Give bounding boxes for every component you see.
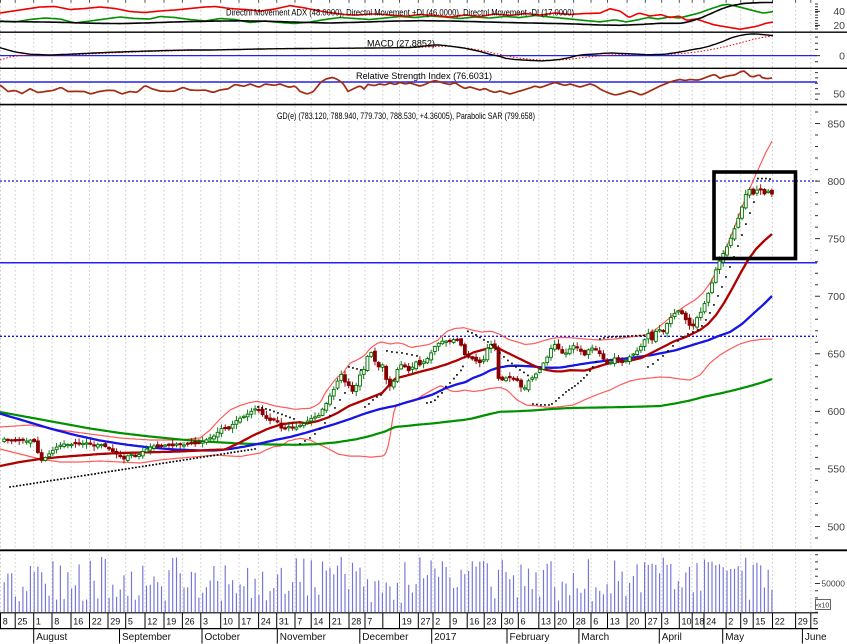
svg-text:26: 26 (185, 616, 195, 626)
svg-text:6: 6 (521, 616, 526, 626)
svg-text:5: 5 (813, 616, 818, 626)
svg-text:24: 24 (261, 616, 271, 626)
svg-text:22: 22 (775, 616, 785, 626)
svg-text:850: 850 (827, 118, 845, 130)
svg-text:29: 29 (110, 616, 120, 626)
svg-text:5: 5 (128, 616, 133, 626)
svg-text:February: February (510, 632, 550, 643)
svg-text:15: 15 (755, 616, 765, 626)
svg-text:1: 1 (36, 616, 41, 626)
svg-text:7: 7 (297, 616, 302, 626)
svg-text:25: 25 (17, 616, 27, 626)
svg-text:August: August (36, 632, 67, 643)
svg-text:18: 18 (694, 616, 704, 626)
svg-text:28: 28 (576, 616, 586, 626)
svg-text:May: May (725, 632, 744, 643)
svg-text:9: 9 (452, 616, 457, 626)
svg-text:20: 20 (629, 616, 639, 626)
svg-text:MACD (27.8852): MACD (27.8852) (367, 38, 435, 48)
svg-text:29: 29 (798, 616, 808, 626)
svg-text:10: 10 (682, 616, 692, 626)
svg-text:700: 700 (827, 291, 845, 303)
svg-text:20: 20 (557, 616, 567, 626)
svg-text:10: 10 (223, 616, 233, 626)
svg-text:June: June (805, 632, 827, 643)
svg-text:14: 14 (313, 616, 323, 626)
svg-text:600: 600 (827, 406, 845, 418)
svg-text:2: 2 (435, 616, 440, 626)
svg-text:Directnl Movement ADX (48.0000: Directnl Movement ADX (48.0000), Directn… (226, 8, 574, 18)
svg-text:19: 19 (166, 616, 176, 626)
svg-text:November: November (280, 632, 327, 643)
svg-text:6: 6 (593, 616, 598, 626)
svg-text:750: 750 (827, 233, 845, 245)
svg-text:0: 0 (839, 51, 845, 63)
svg-text:19: 19 (402, 616, 412, 626)
svg-text:500: 500 (827, 521, 845, 533)
svg-text:20: 20 (833, 20, 845, 32)
svg-text:12: 12 (147, 616, 157, 626)
svg-text:50000: 50000 (821, 579, 845, 589)
svg-text:x10: x10 (818, 602, 829, 609)
svg-text:550: 550 (827, 464, 845, 476)
svg-text:September: September (122, 632, 172, 643)
svg-text:16: 16 (73, 616, 83, 626)
svg-text:3: 3 (664, 616, 669, 626)
svg-text:GD(e) (783.120, 788.940, 779.7: GD(e) (783.120, 788.940, 779.730, 788.53… (277, 111, 535, 121)
svg-text:2: 2 (728, 616, 733, 626)
svg-text:17: 17 (241, 616, 251, 626)
svg-text:800: 800 (827, 176, 845, 188)
svg-text:13: 13 (610, 616, 620, 626)
svg-text:16: 16 (469, 616, 479, 626)
svg-text:23: 23 (486, 616, 496, 626)
svg-text:Relative Strength Index (76.60: Relative Strength Index (76.6031) (356, 71, 492, 81)
svg-text:8: 8 (3, 616, 8, 626)
svg-text:27: 27 (421, 616, 431, 626)
svg-text:March: March (581, 632, 609, 643)
svg-text:2017: 2017 (434, 632, 457, 643)
svg-text:8: 8 (54, 616, 59, 626)
svg-text:13: 13 (541, 616, 551, 626)
svg-text:3: 3 (203, 616, 208, 626)
svg-text:31: 31 (279, 616, 289, 626)
svg-text:50: 50 (833, 89, 845, 101)
svg-text:28: 28 (351, 616, 361, 626)
svg-text:650: 650 (827, 349, 845, 361)
svg-text:27: 27 (648, 616, 658, 626)
svg-text:December: December (362, 632, 409, 643)
svg-text:October: October (205, 632, 241, 643)
svg-text:40: 40 (833, 6, 845, 18)
svg-text:30: 30 (504, 616, 514, 626)
svg-text:April: April (662, 632, 682, 643)
svg-text:24: 24 (706, 616, 716, 626)
svg-text:22: 22 (92, 616, 102, 626)
svg-text:21: 21 (332, 616, 342, 626)
svg-text:9: 9 (743, 616, 748, 626)
svg-text:7: 7 (367, 616, 372, 626)
